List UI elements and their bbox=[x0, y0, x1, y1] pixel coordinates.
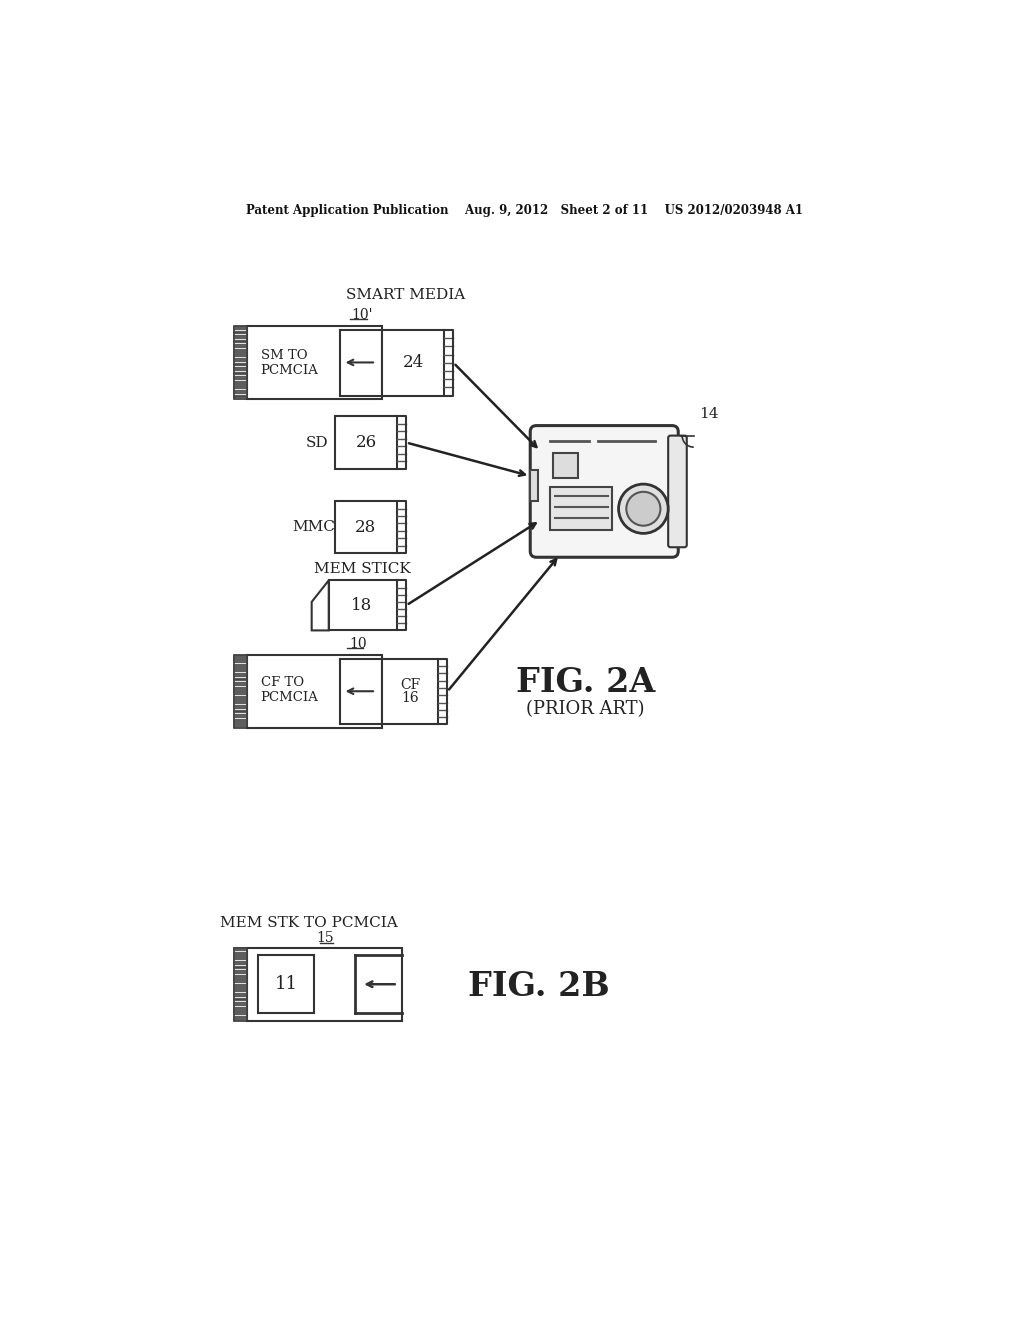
Text: Patent Application Publication    Aug. 9, 2012   Sheet 2 of 11    US 2012/020394: Patent Application Publication Aug. 9, 2… bbox=[247, 205, 803, 218]
Polygon shape bbox=[311, 581, 329, 631]
Text: FIG. 2A: FIG. 2A bbox=[516, 665, 655, 698]
Text: FIG. 2B: FIG. 2B bbox=[468, 970, 609, 1003]
Circle shape bbox=[627, 492, 660, 525]
Bar bbox=[382, 330, 444, 396]
Bar bbox=[382, 659, 438, 725]
Text: 10: 10 bbox=[349, 636, 367, 651]
Bar bbox=[234, 326, 247, 400]
Text: CF: CF bbox=[400, 678, 420, 693]
Bar bbox=[335, 502, 397, 553]
Bar bbox=[550, 487, 612, 529]
Bar bbox=[530, 470, 538, 502]
Text: CF TO: CF TO bbox=[260, 676, 304, 689]
Text: SMART MEDIA: SMART MEDIA bbox=[346, 289, 465, 302]
Text: (PRIOR ART): (PRIOR ART) bbox=[526, 700, 644, 718]
FancyBboxPatch shape bbox=[669, 436, 687, 548]
Text: 16: 16 bbox=[401, 690, 419, 705]
FancyBboxPatch shape bbox=[530, 425, 678, 557]
Bar bbox=[234, 655, 247, 729]
Text: SD: SD bbox=[305, 436, 328, 450]
Bar bbox=[247, 948, 401, 1020]
Bar bbox=[247, 326, 382, 400]
Bar bbox=[335, 416, 397, 469]
Bar bbox=[554, 453, 579, 478]
Bar bbox=[258, 956, 314, 1014]
Bar bbox=[234, 948, 247, 1020]
Bar bbox=[329, 581, 397, 631]
Text: MMC: MMC bbox=[292, 520, 335, 535]
Text: MEM STICK: MEM STICK bbox=[313, 562, 411, 576]
Bar bbox=[247, 655, 382, 729]
Text: 10': 10' bbox=[351, 309, 373, 322]
Text: 24: 24 bbox=[402, 354, 424, 371]
Text: SM TO: SM TO bbox=[260, 348, 307, 362]
Text: 11: 11 bbox=[274, 975, 298, 993]
Text: MEM STK TO PCMCIA: MEM STK TO PCMCIA bbox=[220, 916, 397, 931]
Text: 14: 14 bbox=[699, 407, 719, 421]
Text: PCMCIA: PCMCIA bbox=[260, 364, 318, 378]
Text: PCMCIA: PCMCIA bbox=[260, 690, 318, 704]
Text: 26: 26 bbox=[355, 434, 377, 451]
Text: 28: 28 bbox=[355, 519, 377, 536]
Text: 15: 15 bbox=[316, 932, 335, 945]
Circle shape bbox=[618, 484, 669, 533]
Text: 18: 18 bbox=[351, 597, 373, 614]
